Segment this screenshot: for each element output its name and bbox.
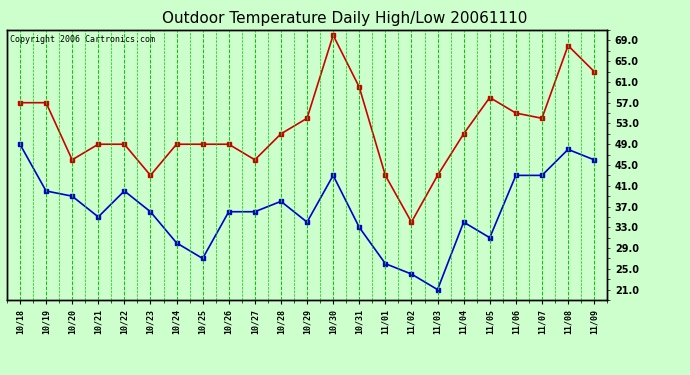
Text: Copyright 2006 Cartronics.com: Copyright 2006 Cartronics.com bbox=[10, 35, 155, 44]
Text: Outdoor Temperature Daily High/Low 20061110: Outdoor Temperature Daily High/Low 20061… bbox=[162, 11, 528, 26]
